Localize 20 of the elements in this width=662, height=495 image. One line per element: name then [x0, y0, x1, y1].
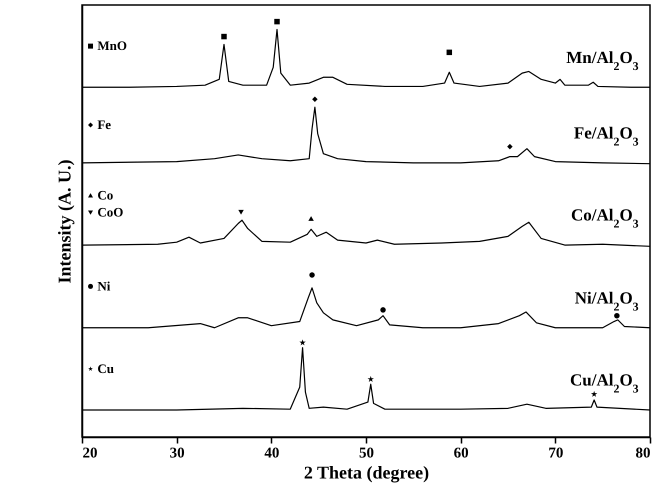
- series-label: Co/Al$_{2}$O$_{3}$: [571, 206, 639, 231]
- x-tick-label: 50: [359, 446, 374, 462]
- series-label: Cu/Al$_{2}$O$_{3}$: [570, 370, 639, 396]
- x-tick-label: 60: [454, 446, 469, 462]
- series-label: Fe/Al$_{2}$O$_{3}$: [574, 123, 639, 148]
- legend-label: Cu: [97, 360, 114, 376]
- y-axis-title: Intensity (A. U.): [54, 160, 74, 284]
- legend-label: MnO: [97, 38, 127, 54]
- x-tick-label: 30: [170, 446, 185, 462]
- x-tick-label: 40: [264, 446, 280, 462]
- legend-label: CoO: [97, 204, 124, 220]
- legend-label: Fe: [97, 117, 112, 132]
- legend-label: Ni: [97, 278, 111, 294]
- x-axis-title: 2 Theta (degree): [304, 462, 430, 482]
- x-tick-label: 80: [636, 446, 650, 462]
- x-tick-label: 70: [548, 446, 564, 462]
- legend-label: Co: [97, 187, 114, 202]
- series-label: Ni/Al$_{2}$O$_{3}$: [574, 288, 639, 314]
- x-tick-label: 20: [82, 446, 98, 462]
- series-label: Mn/Al$_{2}$O$_{3}$: [566, 48, 639, 73]
